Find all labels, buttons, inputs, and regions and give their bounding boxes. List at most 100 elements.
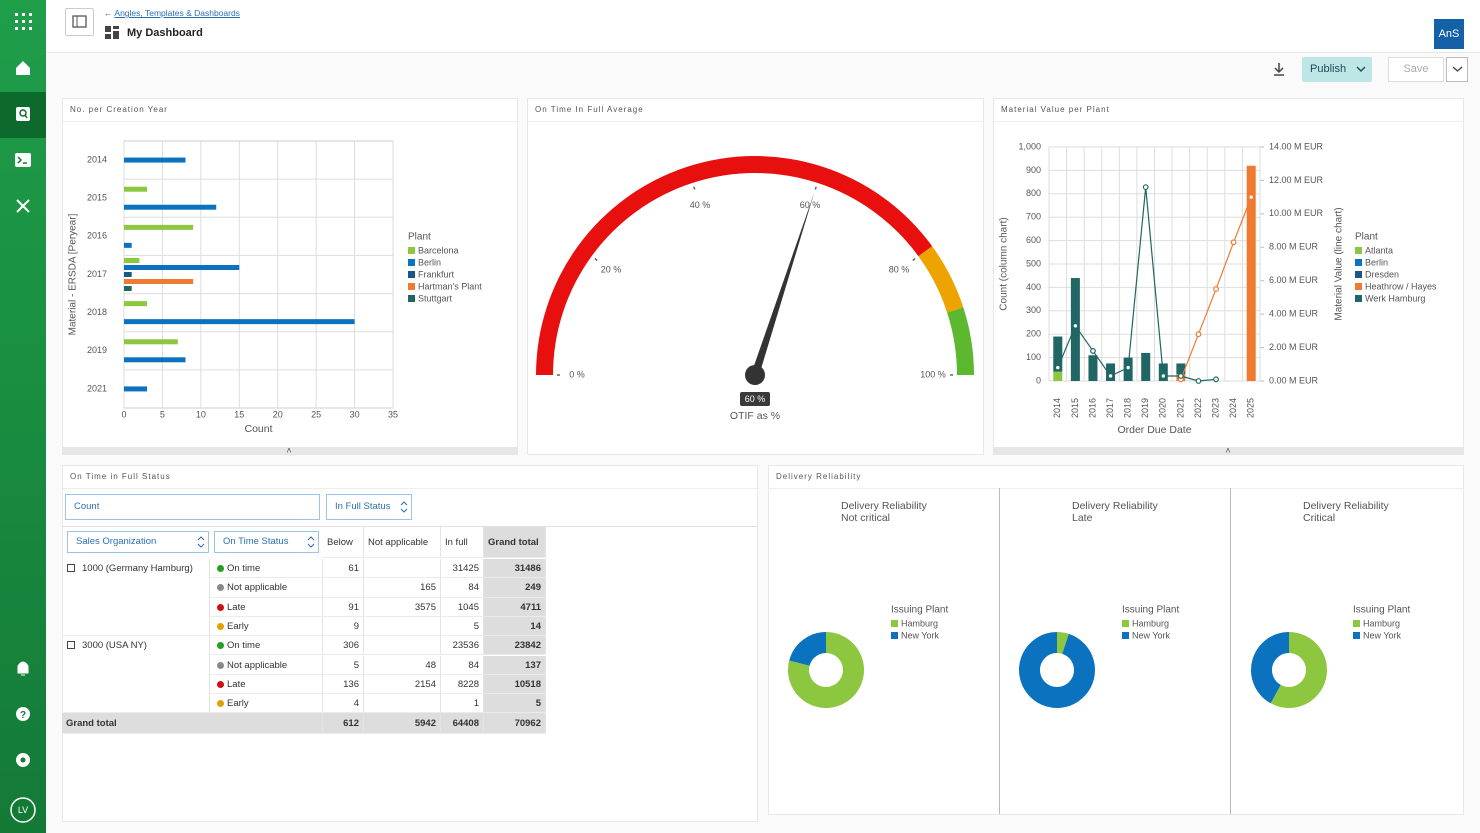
value-cell: 1	[441, 694, 484, 714]
value-cell	[364, 616, 441, 637]
column-field[interactable]: In Full Status	[326, 494, 412, 520]
panel-header	[769, 466, 1463, 489]
collapse-bar[interactable]	[62, 447, 518, 455]
row-header: Not applicable	[210, 578, 323, 598]
panel-title: Delivery Reliability	[776, 472, 862, 481]
header-bar	[46, 0, 1480, 53]
status-dot	[217, 661, 224, 669]
value-cell: 1045	[441, 597, 484, 617]
sort-arrows	[400, 501, 408, 513]
field-label: Sales Organization	[76, 536, 157, 547]
measure-field[interactable]: Count	[65, 494, 320, 520]
row-field[interactable]: On Time Status	[214, 531, 319, 553]
grand-total-cell: 5942	[364, 713, 441, 734]
breadcrumb-link[interactable]: Angles, Templates & Dashboards	[114, 8, 240, 18]
value-cell: 165	[364, 578, 441, 598]
value-cell: 3575	[364, 597, 441, 617]
value-cell: 5	[484, 694, 546, 714]
dashboard-icon	[105, 26, 119, 39]
grand-total-cell: 612	[323, 713, 364, 734]
sort-arrows	[307, 536, 315, 548]
panel: On Time in Full Status	[62, 465, 758, 822]
sort-arrows	[197, 536, 205, 548]
panel: Delivery Reliability	[768, 465, 1464, 815]
value-cell: 31486	[484, 559, 546, 579]
panel-title: On Time In Full Average	[535, 105, 644, 114]
row-label: Late	[227, 601, 246, 613]
value-cell: 136	[323, 674, 364, 695]
panel: On Time In Full Average	[527, 98, 984, 455]
value-cell: 14	[484, 616, 546, 637]
panel-header	[528, 99, 983, 122]
value-cell: 84	[441, 655, 484, 675]
sidebar: ? LV	[0, 0, 46, 833]
sub-panel	[769, 488, 1000, 814]
value-cell	[364, 694, 441, 714]
status-dot	[217, 584, 224, 592]
home-icon[interactable]	[16, 61, 30, 75]
table-frame	[62, 526, 758, 527]
terminal-icon[interactable]	[15, 153, 31, 167]
row-group: 1000 (Germany Hamburg)	[62, 559, 210, 637]
collapse-bar[interactable]	[993, 447, 1464, 455]
notifications-icon[interactable]	[17, 661, 29, 676]
row-header: Early	[210, 616, 323, 637]
row-header: On time	[210, 559, 323, 579]
svg-text:?: ?	[20, 710, 26, 721]
value-cell: 10518	[484, 674, 546, 695]
value-cell: 249	[484, 578, 546, 598]
status-dot	[217, 622, 224, 630]
publish-button[interactable]: Publish	[1302, 57, 1372, 82]
status-dot	[217, 700, 224, 708]
toggle-icon	[72, 15, 87, 28]
tools-icon[interactable]	[16, 199, 30, 213]
breadcrumb[interactable]: ← Angles, Templates & Dashboards	[104, 8, 240, 18]
row-label: Early	[227, 620, 249, 632]
value-cell: 306	[323, 636, 364, 656]
value-cell	[364, 636, 441, 656]
row-label: Not applicable	[227, 659, 288, 671]
status-dot	[217, 565, 224, 572]
panel-toggle[interactable]	[65, 8, 94, 36]
field-label: On Time Status	[223, 536, 289, 547]
save-options[interactable]	[1446, 57, 1468, 82]
column-header: Below	[323, 527, 364, 558]
row-group: 3000 (USA NY)	[62, 636, 210, 714]
panel-header	[63, 466, 757, 489]
value-cell: 23536	[441, 636, 484, 656]
column-header: Not applicable	[364, 527, 441, 558]
value-cell: 9	[323, 616, 364, 637]
column-header: Grand total	[484, 527, 546, 558]
grand-total-cell: 70962	[484, 713, 546, 734]
user-initials: LV	[18, 805, 28, 815]
user-badge[interactable]: AnS	[1434, 19, 1464, 49]
value-cell: 5	[323, 655, 364, 675]
help-icon[interactable]: ?	[16, 707, 30, 721]
row-field[interactable]: Sales Organization	[67, 531, 209, 553]
collapse-icon	[67, 641, 75, 650]
row-label: On time	[227, 563, 261, 574]
chevron	[1356, 66, 1366, 72]
apps-icon[interactable]	[15, 13, 32, 30]
row-group-label: 1000 (Germany Hamburg)	[82, 563, 193, 574]
value-cell	[364, 559, 441, 579]
user-avatar[interactable]	[10, 797, 36, 823]
row-group-label: 3000 (USA NY)	[82, 640, 147, 652]
panel-title: On Time in Full Status	[70, 472, 171, 481]
search-icon[interactable]	[16, 107, 30, 121]
row-header: Not applicable	[210, 655, 323, 675]
column-header: In full	[441, 527, 484, 558]
row-header: On time	[210, 636, 323, 656]
settings-icon[interactable]	[16, 753, 30, 767]
value-cell	[323, 578, 364, 598]
value-cell: 61	[323, 559, 364, 579]
value-cell: 5	[441, 616, 484, 637]
row-label: Not applicable	[227, 582, 288, 594]
status-dot	[217, 642, 224, 650]
download-icon[interactable]	[1271, 61, 1287, 77]
save-button[interactable]: Save	[1388, 57, 1444, 82]
row-label: Early	[227, 698, 249, 710]
value-cell: 4	[323, 694, 364, 714]
value-cell: 4711	[484, 597, 546, 617]
